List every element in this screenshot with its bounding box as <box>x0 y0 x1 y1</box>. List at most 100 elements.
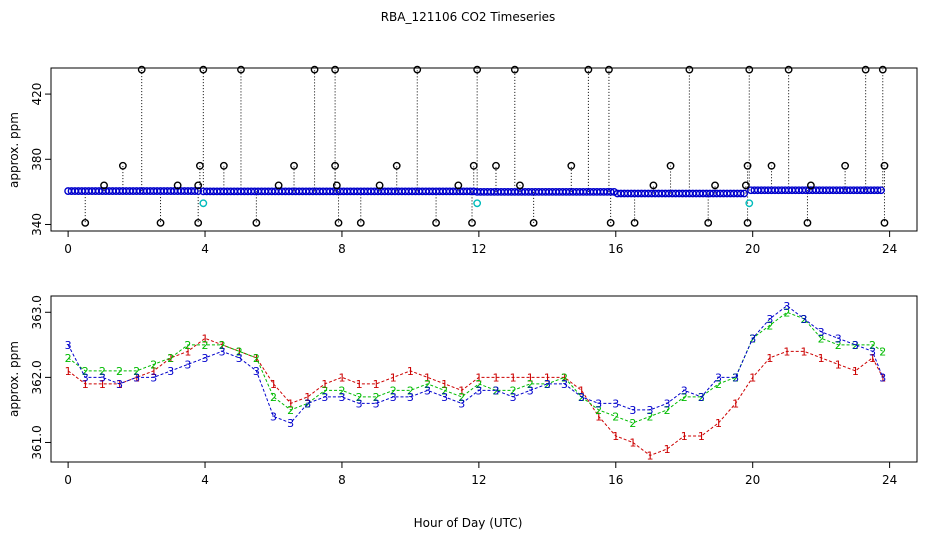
top-x-tick-label: 12 <box>471 242 486 256</box>
series-3-point: 3 <box>202 352 209 365</box>
series-3-point: 3 <box>869 345 876 358</box>
black-outlier-point <box>473 65 482 74</box>
series-3-point: 3 <box>424 384 431 397</box>
series-1-point: 1 <box>732 397 739 410</box>
series-3-point: 3 <box>338 391 345 404</box>
series-1-point: 1 <box>99 378 106 391</box>
black-outlier-point <box>767 161 776 170</box>
black-outlier-point <box>413 65 422 74</box>
series-2-point: 2 <box>835 339 842 352</box>
black-outlier-point <box>356 218 365 227</box>
series-3-point: 3 <box>732 371 739 384</box>
black-outlier-point <box>332 181 341 190</box>
bottom-plot-frame <box>50 295 918 463</box>
bottom-x-tick-label: 0 <box>64 473 72 487</box>
series-3-point: 3 <box>681 384 688 397</box>
series-1-point: 1 <box>407 365 414 378</box>
series-3-point: 3 <box>835 332 842 345</box>
black-outlier-point <box>237 65 245 74</box>
black-outlier-point <box>743 218 752 227</box>
black-outlier-point <box>516 181 524 190</box>
black-outlier-point <box>510 65 519 74</box>
series-2-point: 2 <box>458 391 465 404</box>
series-1-point: 1 <box>681 430 688 443</box>
series-1-point: 1 <box>852 365 859 378</box>
series-1-point: 1 <box>202 332 209 345</box>
bottom-y-tick-label: 363.0 <box>30 295 44 329</box>
series-1-point: 1 <box>184 345 191 358</box>
black-outlier-point <box>454 181 463 190</box>
top-data-marks <box>64 65 889 227</box>
series-2-point: 2 <box>150 358 157 371</box>
series-1-point: 1 <box>475 371 482 384</box>
series-2-point: 2 <box>184 339 191 352</box>
series-2-point: 2 <box>407 384 414 397</box>
series-3-point: 3 <box>801 313 808 326</box>
series-3-point: 3 <box>65 339 72 352</box>
series-1-point: 1 <box>321 378 328 391</box>
series-1-point: 1 <box>595 410 602 423</box>
bottom-x-tick-label: 8 <box>338 473 346 487</box>
black-outlier-point <box>173 181 182 190</box>
series-2-point: 2 <box>441 384 448 397</box>
series-1-point: 1 <box>236 345 243 358</box>
series-2-point: 2 <box>766 319 773 332</box>
black-outlier-point <box>492 161 500 170</box>
baseline-point <box>877 186 885 195</box>
series-1-point: 1 <box>527 371 534 384</box>
series-1-point: 1 <box>424 371 431 384</box>
series-3-point: 3 <box>407 391 414 404</box>
series-1-point: 1 <box>561 371 568 384</box>
series-1-point: 1 <box>698 430 705 443</box>
series-3-point: 3 <box>287 417 294 430</box>
series-3-point: 3 <box>82 371 89 384</box>
black-outlier-point <box>841 161 850 170</box>
series-3-point: 3 <box>510 391 517 404</box>
black-outlier-point <box>375 181 384 190</box>
series-3-point: 3 <box>321 391 328 404</box>
black-outlier-point <box>392 161 401 170</box>
series-3-point: 3 <box>133 371 140 384</box>
series-3-point: 3 <box>544 378 551 391</box>
black-outlier-point <box>605 65 613 74</box>
black-outlier-point <box>861 65 870 74</box>
chart-title: RBA_121106 CO2 Timeseries <box>381 10 556 24</box>
series-2-point: 2 <box>167 352 174 365</box>
series-1-point: 1 <box>492 371 499 384</box>
black-outlier-point <box>468 218 476 227</box>
x-axis-label: Hour of Day (UTC) <box>414 516 523 530</box>
series-1-point: 1 <box>801 345 808 358</box>
top-plot-frame <box>50 67 918 232</box>
series-1-point: 1 <box>766 352 773 365</box>
series-2-point: 2 <box>338 384 345 397</box>
bottom-x-tick-label: 4 <box>201 473 209 487</box>
black-outlier-point <box>137 65 146 74</box>
series-3-point: 3 <box>441 391 448 404</box>
series-3-point: 3 <box>783 300 790 313</box>
series-3-point: 3 <box>373 397 380 410</box>
series-1-point: 1 <box>356 378 363 391</box>
series-1-point: 1 <box>150 365 157 378</box>
black-outlier-point <box>194 218 203 227</box>
black-outlier-point <box>711 181 719 190</box>
series-2-point: 2 <box>133 365 140 378</box>
top-x-tick-label: 20 <box>745 242 760 256</box>
series-1-point: 1 <box>664 443 671 456</box>
series-2-point: 2 <box>99 365 106 378</box>
series-3-point: 3 <box>492 384 499 397</box>
black-outlier-point <box>584 65 593 74</box>
series-3-point: 3 <box>458 397 465 410</box>
series-2-point: 2 <box>647 410 654 423</box>
black-outlier-point <box>880 218 889 227</box>
series-3-point: 3 <box>253 365 260 378</box>
black-outlier-point <box>469 161 478 170</box>
series-1-point: 1 <box>287 397 294 410</box>
black-outlier-point <box>741 181 750 190</box>
series-1-point: 1 <box>373 378 380 391</box>
series-1-point: 1 <box>578 384 585 397</box>
series-1-point: 1 <box>510 371 517 384</box>
top-x-tick-label: 24 <box>882 242 897 256</box>
series-1-point: 1 <box>65 365 72 378</box>
black-outlier-point <box>803 218 812 227</box>
